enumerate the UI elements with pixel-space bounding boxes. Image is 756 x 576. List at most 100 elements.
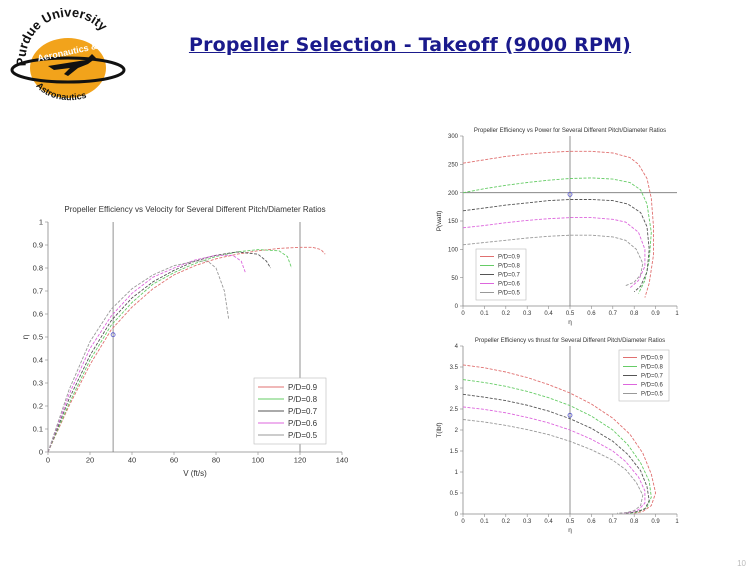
power-chart-y-tick-label-2: 100 (448, 247, 459, 253)
thrust-chart-y-tick-label-1: 0.5 (450, 491, 459, 497)
thrust-chart-y-tick-label-5: 2.5 (450, 407, 459, 413)
velocity-chart-y-tick-label-1: 0.1 (33, 425, 43, 434)
power-chart-legend-label-4: P/D=0.5 (498, 291, 521, 297)
thrust-chart-y-tick-label-2: 1 (455, 470, 459, 476)
velocity-chart-x-tick-label-4: 80 (212, 456, 220, 465)
thrust-chart-legend-label-3: P/D=0.6 (641, 383, 664, 389)
velocity-chart-marker-point (110, 332, 116, 338)
power-chart-x-label: η (568, 319, 572, 326)
power-chart-y-tick-label-4: 200 (448, 191, 459, 197)
thrust-chart-legend-label-2: P/D=0.7 (641, 374, 664, 380)
chart-efficiency-vs-thrust: Propeller Efficiency vs thrust for Sever… (436, 338, 679, 534)
velocity-chart-y-tick-label-2: 0.2 (33, 402, 43, 411)
thrust-chart-series-line-4 (462, 419, 644, 514)
power-chart-x-tick-label-2: 0.2 (502, 311, 511, 317)
velocity-chart-y-tick-label-0: 0 (39, 448, 43, 457)
velocity-chart-y-tick-label-7: 0.7 (33, 287, 43, 296)
power-chart-y-tick-label-6: 300 (448, 134, 459, 140)
velocity-chart-series-line-0 (47, 246, 326, 453)
velocity-chart-y-tick-label-10: 1 (39, 218, 43, 227)
thrust-chart-y-tick-label-7: 3.5 (450, 365, 459, 371)
thrust-chart-marker-point (567, 412, 573, 418)
velocity-chart-y-tick-label-9: 0.9 (33, 241, 43, 250)
thrust-chart-y-tick-label-0: 0 (455, 512, 459, 518)
thrust-chart-legend-label-4: P/D=0.5 (641, 392, 664, 398)
velocity-chart-y-tick-label-5: 0.5 (33, 333, 43, 342)
velocity-chart-series-line-1 (47, 249, 293, 453)
power-chart-title: Propeller Efficiency vs Power for Severa… (474, 128, 666, 134)
thrust-chart-title: Propeller Efficiency vs thrust for Sever… (475, 338, 665, 344)
velocity-chart-y-label: η (21, 335, 30, 339)
velocity-chart-legend-label-0: P/D=0.9 (288, 383, 318, 392)
page-number: 10 (737, 559, 746, 568)
thrust-chart-x-tick-label-0: 0 (461, 519, 465, 525)
thrust-chart-series-line-0 (462, 364, 657, 514)
power-chart-legend-label-2: P/D=0.7 (498, 273, 521, 279)
logo-aircraft-icon (48, 54, 96, 76)
power-chart-series-line-3 (462, 217, 646, 289)
power-chart-y-label: P(watt) (436, 211, 443, 232)
purdue-aeronautics-logo: Purdue University Aeronautics & Astronau… (10, 8, 126, 102)
velocity-chart-legend-label-2: P/D=0.7 (288, 407, 318, 416)
power-chart-legend-label-0: P/D=0.9 (498, 255, 521, 261)
power-chart-x-tick-label-10: 1 (675, 311, 679, 317)
velocity-chart-x-tick-label-2: 40 (128, 456, 136, 465)
thrust-chart-y-tick-label-4: 2 (455, 428, 459, 434)
velocity-chart-x-label: V (ft/s) (183, 469, 207, 478)
power-chart-x-tick-label-9: 0.9 (651, 311, 660, 317)
power-chart-x-tick-label-0: 0 (461, 311, 465, 317)
velocity-chart-y-tick-label-6: 0.6 (33, 310, 43, 319)
velocity-chart-legend-label-4: P/D=0.5 (288, 431, 318, 440)
velocity-chart-title: Propeller Efficiency vs Velocity for Sev… (64, 205, 325, 214)
velocity-chart-x-tick-label-3: 60 (170, 456, 178, 465)
velocity-chart-series-line-4 (47, 260, 230, 453)
power-chart-x-tick-label-5: 0.5 (566, 311, 575, 317)
thrust-chart-legend-label-0: P/D=0.9 (641, 356, 664, 362)
thrust-chart-series-line-3 (462, 406, 646, 514)
chart-efficiency-vs-velocity: Propeller Efficiency vs Velocity for Sev… (21, 205, 349, 478)
power-chart-x-tick-label-1: 0.1 (480, 311, 489, 317)
thrust-chart-x-tick-label-10: 1 (675, 519, 679, 525)
power-chart-x-tick-label-7: 0.7 (609, 311, 618, 317)
thrust-chart-x-label: η (568, 527, 572, 534)
velocity-chart-x-tick-label-1: 20 (86, 456, 94, 465)
thrust-chart-x-tick-label-5: 0.5 (566, 519, 575, 525)
power-chart-series-line-2 (462, 199, 650, 293)
logo-orbit-icon (10, 56, 126, 84)
thrust-chart-x-tick-label-6: 0.6 (587, 519, 596, 525)
velocity-chart-y-tick-label-4: 0.4 (33, 356, 43, 365)
thrust-chart-series-line-1 (462, 379, 652, 514)
power-chart-x-tick-label-8: 0.8 (630, 311, 639, 317)
thrust-chart-x-tick-label-7: 0.7 (609, 519, 618, 525)
slide-title: Propeller Selection - Takeoff (9000 RPM) (188, 34, 632, 56)
thrust-chart-y-tick-label-3: 1.5 (450, 449, 459, 455)
velocity-chart-legend-box (253, 377, 327, 445)
thrust-chart-y-tick-label-8: 4 (455, 344, 459, 350)
power-chart-y-tick-label-5: 250 (448, 162, 459, 168)
velocity-chart-x-tick-label-6: 120 (294, 456, 307, 465)
power-chart-legend-label-1: P/D=0.8 (498, 264, 521, 270)
power-chart-legend-label-3: P/D=0.6 (498, 282, 521, 288)
velocity-chart-x-tick-label-5: 100 (252, 456, 265, 465)
velocity-chart-y-tick-label-8: 0.8 (33, 264, 43, 273)
thrust-chart-x-tick-label-9: 0.9 (651, 519, 660, 525)
thrust-chart-x-tick-label-8: 0.8 (630, 519, 639, 525)
velocity-chart-legend-label-3: P/D=0.6 (288, 419, 318, 428)
thrust-chart-series-line-2 (462, 393, 650, 514)
power-chart-y-tick-label-1: 50 (451, 276, 458, 282)
thrust-chart-y-label: T(lbf) (436, 422, 443, 437)
power-chart-x-tick-label-6: 0.6 (587, 311, 596, 317)
velocity-chart-y-tick-label-3: 0.3 (33, 379, 43, 388)
thrust-chart-x-tick-label-2: 0.2 (502, 519, 511, 525)
chart-efficiency-vs-power: Propeller Efficiency vs Power for Severa… (436, 128, 679, 326)
velocity-chart-series-line-2 (47, 251, 271, 453)
power-chart-series-line-0 (462, 150, 654, 298)
power-chart-x-tick-label-3: 0.3 (523, 311, 532, 317)
velocity-chart-x-tick-label-7: 140 (336, 456, 349, 465)
power-chart-y-tick-label-3: 150 (448, 219, 459, 225)
power-chart-series-line-4 (462, 234, 644, 287)
thrust-chart-x-tick-label-4: 0.4 (544, 519, 553, 525)
thrust-chart-y-tick-label-6: 3 (455, 386, 459, 392)
power-chart-series-line-1 (462, 177, 652, 294)
thrust-chart-x-tick-label-1: 0.1 (480, 519, 489, 525)
